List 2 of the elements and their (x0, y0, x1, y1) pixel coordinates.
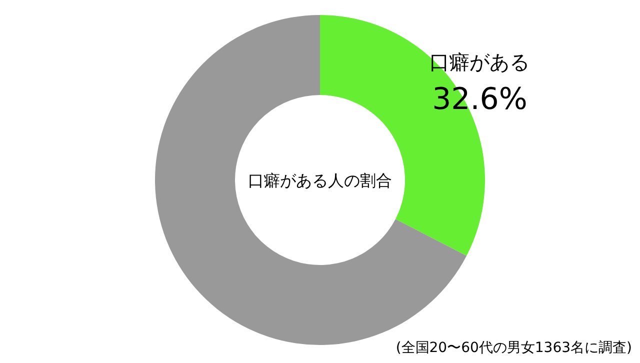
text: (全国20〜60代の男女1363名に調査) (396, 340, 632, 356)
text: 口癖がある人の割合 (248, 171, 392, 190)
